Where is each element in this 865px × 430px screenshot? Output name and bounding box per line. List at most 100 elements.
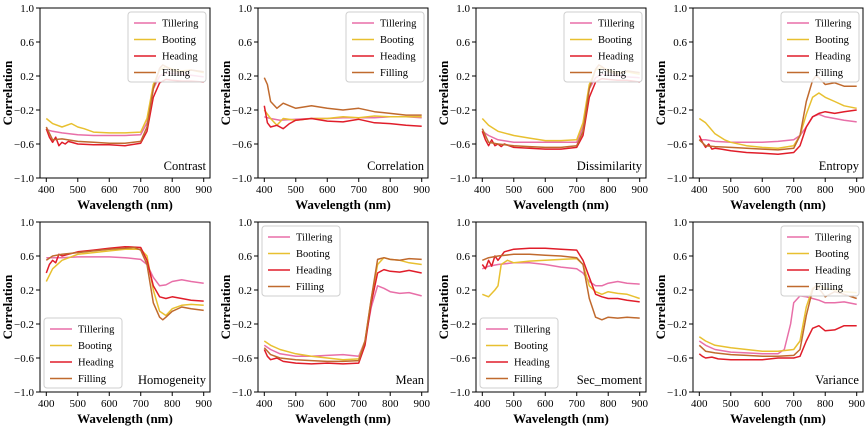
legend-label-booting: Booting <box>162 35 197 46</box>
y-tick-label: 0.2 <box>456 71 470 83</box>
y-tick-label: −0.2 <box>450 105 470 117</box>
y-axis-title: Correlation <box>436 274 451 340</box>
x-tick-label: 500 <box>506 184 523 196</box>
y-tick-label: 1.0 <box>20 217 34 229</box>
series-line-heading <box>263 268 422 365</box>
chart-panel-entropy: 400 500 600 700 800 900 1.0 0.6 0.2 −0.2 −0.6 −1.0 W… <box>653 3 865 212</box>
legend-box <box>563 11 643 83</box>
legend-box <box>780 225 860 297</box>
legend-label-filling: Filling <box>380 68 409 79</box>
y-tick-label: −1.0 <box>450 387 470 399</box>
legend-label-filling: Filling <box>815 68 844 79</box>
y-tick-label: 0.6 <box>238 37 252 49</box>
series-line-filling <box>698 75 857 151</box>
y-tick-label: 0.6 <box>673 37 687 49</box>
x-tick-label: 800 <box>164 398 181 410</box>
series-line-booting <box>482 257 640 300</box>
x-tick-label: 500 <box>288 398 305 410</box>
series-line-heading <box>45 245 204 302</box>
plot-frame <box>257 7 429 179</box>
y-tick-label: 1.0 <box>456 3 470 15</box>
y-tick-label: −0.6 <box>232 139 252 151</box>
x-tick-label: 400 <box>38 184 55 196</box>
legend-label-tillering: Tillering <box>162 19 199 30</box>
plot-frame <box>475 7 647 179</box>
series-line-tillering <box>698 295 857 355</box>
x-tick-label: 900 <box>848 184 865 196</box>
y-tick-label: −0.2 <box>232 105 252 117</box>
x-axis-title: Wavelength (nm) <box>77 411 173 426</box>
y-tick-label: −1.0 <box>14 387 34 399</box>
x-tick-label: 900 <box>631 398 648 410</box>
legend: Tillering Booting Heading Filling <box>563 11 643 83</box>
x-tick-label: 600 <box>319 398 336 410</box>
y-tick-label: −1.0 <box>450 173 470 185</box>
y-tick-label: −0.2 <box>450 319 470 331</box>
x-tick-label: 500 <box>288 184 305 196</box>
x-tick-label: 700 <box>350 184 367 196</box>
y-tick-label: −0.6 <box>14 139 34 151</box>
panel-title: Variance <box>815 373 859 387</box>
legend-label-heading: Heading <box>162 52 198 63</box>
y-tick-label: −0.2 <box>667 319 687 331</box>
series-line-heading <box>481 247 640 303</box>
y-tick-label: −1.0 <box>667 387 687 399</box>
legend: Tillering Booting Heading Filling <box>479 317 559 389</box>
x-tick-label: 600 <box>754 184 771 196</box>
x-tick-label: 700 <box>568 184 585 196</box>
x-tick-label: 700 <box>785 184 802 196</box>
legend-label-filling: Filling <box>296 282 325 293</box>
chart-panel-sec_moment: 400 500 600 700 800 900 1.0 0.6 0.2 −0.2 −0.6 −1.0 W… <box>436 217 648 426</box>
series-line-heading <box>698 324 857 361</box>
x-tick-label: 600 <box>537 184 554 196</box>
x-tick-label: 400 <box>474 398 491 410</box>
legend-label-heading: Heading <box>296 266 332 277</box>
x-tick-label: 600 <box>319 184 336 196</box>
x-axis-title: Wavelength (nm) <box>77 197 173 212</box>
y-tick-label: −1.0 <box>232 387 252 399</box>
series-line-filling <box>263 77 422 116</box>
y-tick-label: −0.6 <box>14 353 34 365</box>
x-tick-label: 800 <box>600 398 617 410</box>
chart-panel-homogeneity: 400 500 600 700 800 900 1.0 0.6 0.2 −0.2 −0.6 −1.0 W… <box>0 217 212 426</box>
y-tick-label: 0.6 <box>20 37 34 49</box>
legend: Tillering Booting Heading Filling <box>780 11 860 83</box>
y-tick-label: 1.0 <box>238 217 252 229</box>
x-tick-label: 400 <box>691 184 708 196</box>
legend-label-booting: Booting <box>815 249 850 260</box>
chart-panel-contrast: 400 500 600 700 800 900 1.0 0.6 0.2 −0.2 −0.6 −1.0 W… <box>0 3 212 212</box>
legend-label-booting: Booting <box>296 249 331 260</box>
y-tick-label: −0.6 <box>667 139 687 151</box>
plot-frame <box>475 221 647 393</box>
x-tick-label: 700 <box>132 184 149 196</box>
y-tick-label: 0.2 <box>20 285 34 297</box>
y-tick-label: 0.2 <box>673 71 687 83</box>
x-tick-label: 500 <box>723 184 740 196</box>
series-line-tillering <box>46 256 204 287</box>
y-tick-label: 1.0 <box>238 3 252 15</box>
chart-panel-mean: 400 500 600 700 800 900 1.0 0.6 0.2 −0.2 −0.6 −1.0 W… <box>218 217 430 426</box>
x-tick-label: 900 <box>195 184 212 196</box>
plot-frame <box>257 221 429 393</box>
legend-label-heading: Heading <box>815 52 851 63</box>
legend-label-booting: Booting <box>815 35 850 46</box>
y-tick-label: 1.0 <box>456 217 470 229</box>
x-tick-label: 500 <box>70 184 87 196</box>
series-line-tillering <box>482 262 640 287</box>
x-tick-label: 400 <box>256 398 273 410</box>
legend-label-heading: Heading <box>514 358 550 369</box>
y-tick-label: 0.2 <box>238 71 252 83</box>
y-tick-label: −0.6 <box>232 353 252 365</box>
panel-title: Sec_moment <box>577 373 643 387</box>
x-tick-label: 400 <box>474 184 491 196</box>
legend-label-tillering: Tillering <box>380 19 417 30</box>
y-tick-label: 0.6 <box>20 251 34 263</box>
y-tick-label: 0.2 <box>456 285 470 297</box>
y-axis-title: Correlation <box>218 60 233 126</box>
x-tick-label: 400 <box>256 184 273 196</box>
legend-label-filling: Filling <box>815 282 844 293</box>
legend-label-tillering: Tillering <box>815 19 852 30</box>
y-axis-title: Correlation <box>0 60 15 126</box>
x-tick-label: 500 <box>723 398 740 410</box>
legend: Tillering Booting Heading Filling <box>261 225 341 297</box>
